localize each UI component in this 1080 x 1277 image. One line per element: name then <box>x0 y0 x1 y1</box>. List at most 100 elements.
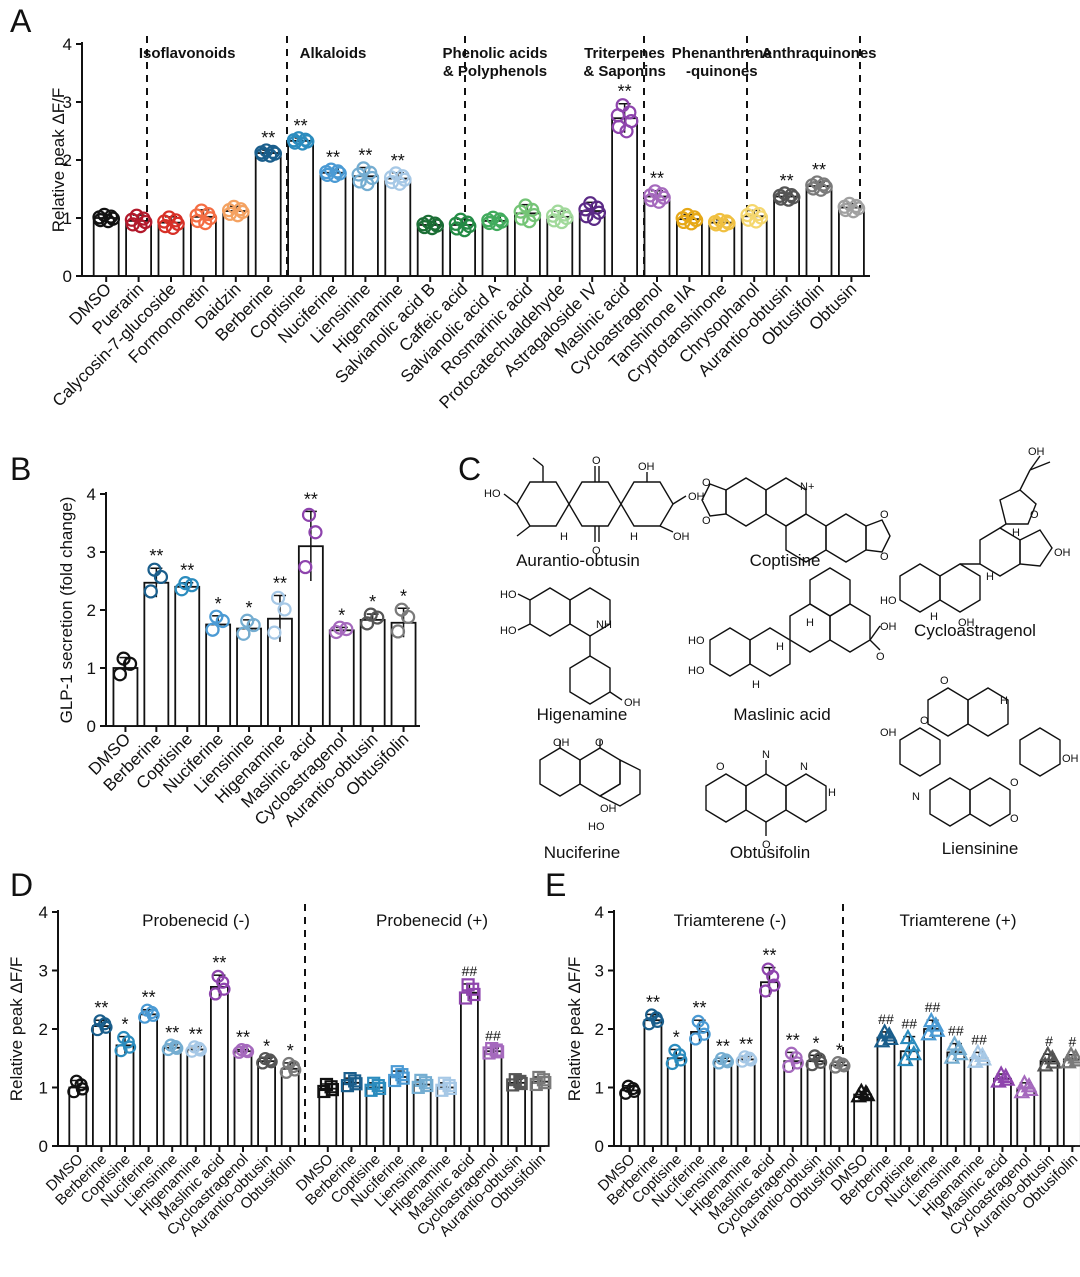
atom-label: O <box>592 545 601 557</box>
data-point <box>325 1083 339 1097</box>
y-axis-label: GLP-1 secretion (fold change) <box>57 497 76 724</box>
data-point <box>761 962 775 976</box>
bar-aurantio-obtusin <box>507 1081 527 1147</box>
atom-label: OH <box>1062 753 1079 765</box>
data-point <box>1045 1053 1062 1069</box>
data-point <box>858 1085 876 1102</box>
significance-label: * <box>813 1033 820 1053</box>
data-point <box>1062 1045 1080 1062</box>
atom-label: H <box>806 617 814 629</box>
significance-label: ** <box>739 1034 753 1054</box>
data-point <box>99 1020 113 1034</box>
structure-name: Aurantio-obtusin <box>516 551 640 570</box>
data-point <box>538 1075 552 1090</box>
atom-label: N <box>762 749 770 761</box>
significance-label: ** <box>273 574 287 594</box>
structure-coptisine: N+ O O O O Coptisine <box>701 477 891 570</box>
data-point <box>1016 1074 1033 1090</box>
data-point <box>814 1055 828 1069</box>
data-point <box>295 136 310 151</box>
chart-e: 0 1 2 3 4 Relative peak ΔF/F Triamterene (-) Tr… <box>565 903 1080 1240</box>
bar-cycloastragenol <box>483 1050 503 1147</box>
bar-obtusifolin <box>1062 1058 1080 1147</box>
data-point <box>619 124 634 139</box>
atom-label: OH <box>553 737 570 749</box>
data-point <box>170 1041 184 1055</box>
significance-label: ** <box>812 160 826 180</box>
data-point <box>420 1078 434 1093</box>
bar-nuciferine <box>139 1013 159 1147</box>
data-point <box>1068 1051 1080 1067</box>
data-point <box>627 1084 641 1098</box>
data-point <box>360 616 375 631</box>
data-point <box>650 1014 665 1028</box>
atom-label: HO <box>688 635 705 647</box>
bar-liensinine <box>236 627 262 727</box>
data-point <box>143 584 158 599</box>
significance-label: ** <box>646 992 660 1012</box>
data-point <box>277 602 292 617</box>
data-point <box>230 208 245 223</box>
data-point <box>264 1055 278 1069</box>
data-point <box>165 220 181 235</box>
data-point <box>319 164 334 180</box>
bar-higenamine <box>969 1057 989 1147</box>
significance-label: * <box>121 1015 128 1035</box>
data-point <box>416 217 431 232</box>
data-point <box>443 1081 457 1096</box>
significance-label: * <box>263 1036 270 1056</box>
structure-name: Cycloastragenol <box>914 621 1036 640</box>
data-point <box>772 188 787 203</box>
data-point <box>950 1039 968 1055</box>
data-point <box>707 214 723 230</box>
data-point <box>133 219 148 234</box>
atom-label: HO <box>688 665 705 677</box>
bar-cycloastragenol <box>783 1060 803 1147</box>
atom-label: OH <box>1028 446 1045 458</box>
data-point <box>301 507 317 522</box>
atom-label: HO <box>880 595 897 607</box>
data-point <box>205 622 220 637</box>
data-point <box>394 602 409 617</box>
atom-label: N+ <box>800 481 814 493</box>
chemical-structures: HO OH OH O O OH H H Aurantio-obtusin N+ … <box>484 446 1079 862</box>
significance-label: * <box>400 586 407 606</box>
atom-label: OH <box>958 617 975 629</box>
bar-higenamine <box>736 1058 756 1147</box>
bar-nuciferine <box>389 1076 409 1147</box>
data-point <box>458 991 473 1005</box>
structure-name: Nuciferine <box>544 843 621 862</box>
group-label: Anthraquinones <box>762 45 877 62</box>
structure-name: Higenamine <box>537 705 628 724</box>
y-axis-label: Relative peak ΔF/F <box>7 957 26 1102</box>
data-point <box>514 1076 528 1091</box>
y-tick-label: 1 <box>63 209 72 228</box>
atom-label: O <box>592 455 601 467</box>
data-point <box>352 174 367 189</box>
data-point <box>992 1065 1010 1081</box>
atom-label: OH <box>880 727 897 739</box>
chart-a: 0 1 2 3 4 Relative peak ΔF/F Isoflavonoids Alka… <box>49 35 877 412</box>
significance-label: ** <box>261 128 275 148</box>
bar-maslinic-acid <box>209 985 229 1147</box>
significance-label: ## <box>948 1023 964 1039</box>
atom-label: HO <box>500 589 517 601</box>
y-tick-label: 2 <box>63 151 72 170</box>
panel-label-d: D <box>10 867 33 903</box>
data-point <box>876 1023 893 1039</box>
data-point <box>349 1077 363 1091</box>
bar-aurantio-obtusin <box>806 1060 826 1147</box>
data-point <box>720 1055 735 1069</box>
data-point <box>481 213 496 228</box>
atom-label: HO <box>484 488 501 500</box>
structure-name: Obtusifolin <box>730 843 810 862</box>
y-tick-label: 1 <box>39 1079 48 1098</box>
y-tick-label: 1 <box>595 1079 604 1098</box>
y-tick-label: 2 <box>595 1020 604 1039</box>
data-point <box>767 978 781 992</box>
bar-obtusifolin <box>829 1064 849 1147</box>
data-point <box>684 216 699 231</box>
atom-label: OH <box>673 531 690 543</box>
data-point <box>1021 1080 1039 1096</box>
significance-label: * <box>369 592 376 612</box>
